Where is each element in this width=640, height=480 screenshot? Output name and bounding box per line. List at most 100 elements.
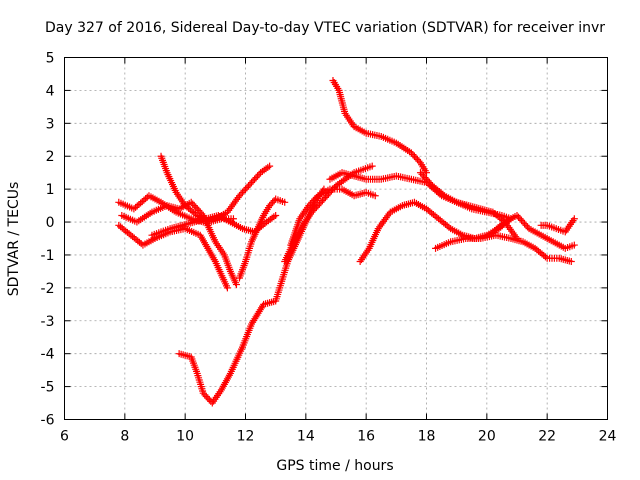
- data-point: [311, 205, 319, 213]
- data-point: [412, 154, 420, 162]
- data-point: [419, 172, 427, 180]
- data-point: [418, 170, 426, 178]
- data-point: [515, 213, 523, 221]
- data-point: [407, 149, 415, 157]
- data-point: [308, 208, 316, 216]
- data-point: [426, 179, 434, 187]
- y-tick-label: 2: [46, 149, 55, 165]
- data-point: [248, 179, 256, 187]
- data-point: [196, 208, 204, 216]
- data-point: [423, 169, 430, 177]
- data-point: [251, 175, 259, 183]
- y-tick-label: 3: [46, 116, 55, 132]
- data-point: [305, 202, 313, 210]
- y-tick-label: -6: [41, 413, 55, 429]
- data-point: [199, 389, 207, 397]
- data-point: [202, 392, 210, 400]
- y-tick-label: 1: [46, 182, 55, 198]
- data-point: [240, 187, 248, 195]
- series-track-f: [175, 185, 328, 407]
- data-point: [238, 188, 246, 196]
- data-point: [308, 198, 316, 206]
- data-point: [321, 193, 329, 201]
- data-point: [424, 177, 432, 185]
- x-tick-label: 6: [60, 429, 69, 445]
- data-point: [315, 200, 323, 208]
- data-point: [245, 182, 253, 190]
- data-point: [270, 197, 278, 205]
- y-tick-label: -5: [41, 380, 55, 396]
- data-point: [368, 162, 376, 170]
- series-track-p: [537, 215, 578, 236]
- x-tick-label: 14: [297, 429, 315, 445]
- chart-title: Day 327 of 2016, Sidereal Day-to-day VTE…: [45, 20, 605, 36]
- data-point: [312, 203, 320, 211]
- y-tick-label: -3: [41, 314, 55, 330]
- data-point: [193, 205, 201, 213]
- data-point: [413, 156, 421, 164]
- x-tick-label: 22: [538, 429, 556, 445]
- data-point: [410, 152, 418, 160]
- x-tick-label: 18: [418, 429, 436, 445]
- series-track-b: [118, 198, 240, 289]
- data-point: [567, 258, 575, 266]
- data-point: [516, 215, 524, 223]
- data-point: [252, 174, 260, 182]
- data-point: [445, 223, 453, 231]
- data-point: [409, 151, 417, 159]
- x-tick-label: 20: [478, 429, 496, 445]
- series-track-m: [416, 169, 521, 242]
- data-point: [187, 198, 195, 206]
- y-tick-label: 5: [46, 51, 55, 67]
- data-point: [439, 190, 447, 198]
- data-point: [513, 211, 521, 219]
- data-point: [318, 197, 326, 205]
- data-point: [521, 220, 529, 228]
- data-point: [499, 219, 507, 227]
- data-point: [317, 198, 325, 206]
- data-point: [314, 202, 322, 210]
- x-tick-label: 24: [599, 429, 617, 445]
- data-point: [570, 241, 578, 249]
- data-point: [254, 172, 262, 180]
- data-point: [235, 192, 243, 200]
- y-tick-label: 0: [46, 215, 55, 231]
- x-tick-label: 8: [120, 429, 129, 445]
- data-point: [195, 207, 203, 215]
- data-point: [541, 253, 549, 261]
- series-track-o: [489, 211, 578, 252]
- data-point: [415, 157, 423, 165]
- data-point: [267, 200, 275, 208]
- data-point: [423, 175, 430, 183]
- data-point: [190, 202, 198, 210]
- data-point: [281, 198, 289, 206]
- data-point: [421, 174, 429, 182]
- x-axis-label: GPS time / hours: [276, 458, 393, 474]
- data-point: [323, 192, 331, 200]
- x-tick-label: 16: [357, 429, 375, 445]
- series-track-c: [115, 221, 231, 292]
- data-marks: [115, 77, 578, 407]
- data-point: [519, 218, 527, 226]
- data-point: [242, 185, 249, 193]
- y-tick-label: 4: [46, 83, 55, 99]
- data-point: [522, 221, 530, 229]
- y-tick-label: -2: [41, 281, 55, 297]
- data-point: [192, 203, 200, 211]
- data-point: [309, 197, 317, 205]
- series-track-e: [157, 152, 237, 226]
- data-point: [189, 200, 197, 208]
- y-tick-label: -4: [41, 347, 55, 363]
- data-point: [229, 215, 237, 223]
- series-track-i: [287, 185, 379, 249]
- data-point: [416, 169, 424, 177]
- y-axis-label: SDTVAR / TECUs: [6, 182, 22, 297]
- data-point: [223, 284, 231, 292]
- series-track-j: [329, 77, 430, 177]
- data-point: [192, 210, 200, 218]
- x-tick-label: 12: [237, 429, 255, 445]
- data-point: [272, 211, 280, 219]
